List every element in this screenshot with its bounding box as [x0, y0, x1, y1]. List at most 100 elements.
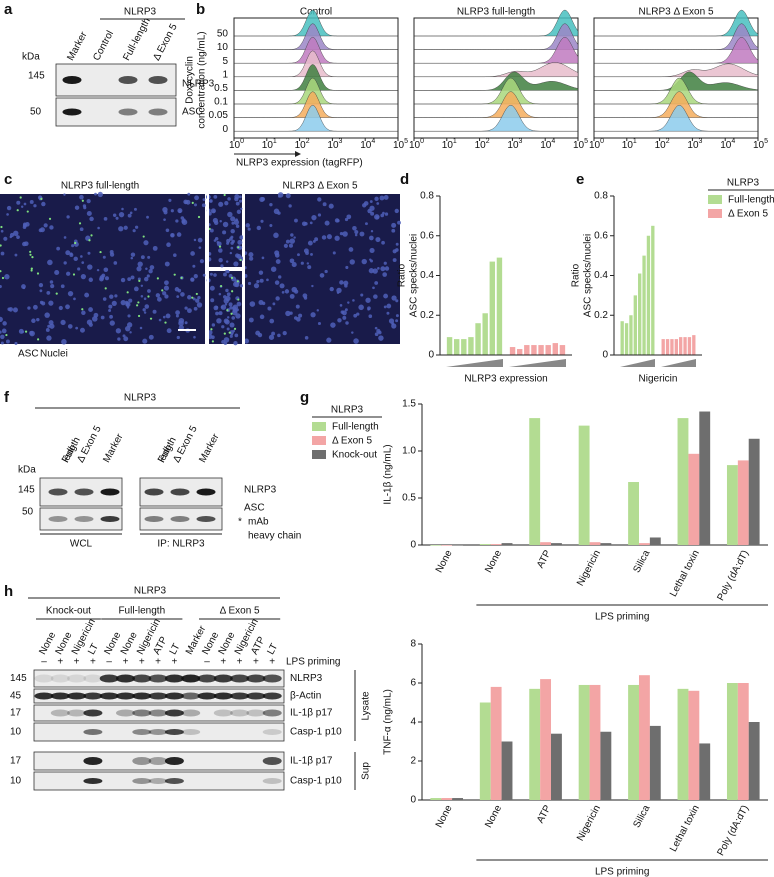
nucleus — [344, 308, 348, 312]
kda-label: kDa — [18, 465, 36, 476]
tick-exponent: 2 — [666, 138, 670, 145]
nucleus — [228, 273, 233, 278]
nucleus — [382, 272, 388, 277]
nucleus — [133, 207, 137, 211]
nucleus — [29, 330, 35, 337]
x-tick-label: 102 — [475, 138, 490, 151]
y-tick-label: 4 — [410, 717, 416, 728]
x-tick-label: 100 — [229, 138, 244, 151]
nucleus — [218, 248, 223, 253]
nucleus — [45, 328, 50, 332]
blot-band — [50, 692, 70, 700]
asc-speck — [16, 209, 19, 212]
asc-speck — [228, 331, 231, 334]
nucleus — [228, 302, 233, 307]
blot-band — [148, 757, 168, 765]
bar — [670, 339, 674, 355]
nucleus — [301, 221, 307, 227]
nucleus — [261, 256, 265, 260]
nucleus — [197, 296, 201, 300]
nucleus — [279, 283, 285, 289]
nucleus — [236, 254, 242, 259]
nucleus — [222, 221, 229, 228]
nucleus — [194, 203, 198, 207]
bar — [461, 339, 467, 355]
tick-base: 10 — [393, 140, 405, 151]
asc-speck — [230, 276, 234, 279]
nucleus — [208, 330, 213, 335]
nucleus — [125, 300, 129, 304]
blot-band — [181, 692, 201, 700]
blot-band — [83, 757, 103, 765]
nucleus — [143, 297, 147, 300]
nucleus — [290, 233, 294, 237]
nucleus — [111, 300, 117, 306]
bar — [665, 339, 670, 355]
nucleus — [294, 218, 298, 223]
nucleus — [210, 298, 215, 303]
nucleus — [260, 219, 264, 223]
blot-band — [116, 692, 135, 700]
tick-base: 10 — [655, 140, 667, 151]
asc-speck — [142, 235, 145, 238]
blot-band — [246, 709, 266, 717]
lps-sign: + — [57, 657, 63, 668]
annotation: LPS priming — [595, 867, 649, 877]
tick-exponent: 3 — [699, 138, 703, 145]
nucleus — [236, 301, 242, 307]
nucleus — [146, 215, 149, 219]
nucleus — [5, 339, 10, 344]
nucleus — [99, 276, 104, 282]
histogram — [594, 63, 759, 77]
asc-speck — [180, 276, 183, 279]
nucleus — [115, 216, 119, 220]
nucleus — [195, 298, 200, 303]
blot-band — [197, 674, 217, 683]
nucleus — [63, 193, 66, 196]
nucleus — [269, 224, 273, 228]
nucleus — [0, 251, 5, 256]
nucleus — [220, 304, 227, 310]
bar — [620, 321, 624, 355]
blot-band — [262, 692, 282, 700]
nucleus — [41, 201, 46, 207]
nucleus — [149, 265, 155, 270]
lane-label: LT — [86, 642, 101, 657]
nucleus — [223, 272, 227, 277]
nucleus — [123, 225, 128, 230]
nucleus — [245, 223, 250, 228]
nucleus — [102, 255, 106, 259]
nucleus — [229, 322, 235, 328]
asc-speck — [239, 258, 242, 262]
nucleus — [238, 195, 242, 199]
blot-band — [164, 757, 184, 765]
asc-speck — [208, 227, 211, 230]
nucleus — [314, 237, 319, 242]
nucleus — [0, 316, 3, 322]
nucleus — [218, 311, 223, 316]
nucleus — [112, 213, 117, 217]
bar — [677, 418, 689, 545]
nucleus — [29, 200, 34, 204]
nucleus — [256, 225, 262, 231]
blot-band — [144, 488, 164, 496]
nucleus — [92, 316, 98, 322]
x-tick-label: Nigericin — [575, 803, 603, 843]
blot-band — [230, 692, 250, 700]
bar — [551, 733, 562, 800]
nucleus — [269, 318, 275, 324]
nucleus — [140, 294, 144, 298]
bar — [540, 679, 552, 800]
blot-band — [262, 674, 282, 683]
nucleus — [213, 273, 217, 277]
nucleus — [379, 195, 385, 201]
nucleus — [294, 289, 299, 294]
x-tick-label: 101 — [262, 138, 277, 151]
nucleus — [194, 195, 199, 201]
nucleus — [344, 217, 349, 222]
nucleus — [239, 235, 244, 240]
nucleus — [374, 326, 378, 330]
gradient-wedge — [620, 359, 655, 367]
nucleus — [56, 246, 61, 251]
bar — [441, 545, 453, 546]
